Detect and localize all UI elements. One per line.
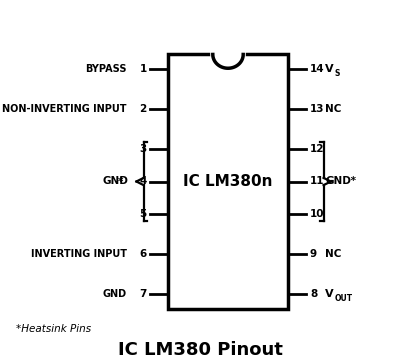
Text: INVERTING INPUT: INVERTING INPUT bbox=[31, 249, 127, 259]
Text: 5: 5 bbox=[140, 209, 147, 219]
Text: 2: 2 bbox=[140, 104, 147, 114]
Text: 7: 7 bbox=[140, 289, 147, 299]
Text: 1: 1 bbox=[140, 64, 147, 74]
Text: GND: GND bbox=[325, 176, 351, 187]
Text: 10: 10 bbox=[310, 209, 324, 219]
Text: 12: 12 bbox=[310, 144, 324, 154]
Text: S: S bbox=[335, 69, 340, 78]
Text: GND: GND bbox=[103, 176, 129, 187]
Text: 11: 11 bbox=[310, 176, 324, 187]
Text: IC LM380 Pinout: IC LM380 Pinout bbox=[118, 341, 282, 359]
Text: BYPASS: BYPASS bbox=[85, 64, 127, 74]
Text: V: V bbox=[325, 289, 334, 299]
Text: OUT: OUT bbox=[335, 294, 353, 303]
Text: 9: 9 bbox=[310, 249, 317, 259]
Text: NC: NC bbox=[325, 104, 342, 114]
Text: *: * bbox=[118, 176, 123, 187]
Text: IC LM380n: IC LM380n bbox=[183, 174, 273, 189]
Text: *Heatsink Pins: *Heatsink Pins bbox=[16, 323, 91, 334]
Text: 3: 3 bbox=[140, 144, 147, 154]
Text: NC: NC bbox=[325, 249, 342, 259]
Text: V: V bbox=[325, 64, 334, 74]
Text: 14: 14 bbox=[310, 64, 325, 74]
Text: GND: GND bbox=[103, 289, 127, 299]
Text: 6: 6 bbox=[140, 249, 147, 259]
Text: NON-INVERTING INPUT: NON-INVERTING INPUT bbox=[2, 104, 127, 114]
Text: 4: 4 bbox=[140, 176, 147, 187]
Text: 8: 8 bbox=[310, 289, 317, 299]
Polygon shape bbox=[213, 54, 243, 68]
Text: *: * bbox=[347, 176, 356, 187]
Bar bbox=[168, 54, 288, 309]
Text: 13: 13 bbox=[310, 104, 324, 114]
